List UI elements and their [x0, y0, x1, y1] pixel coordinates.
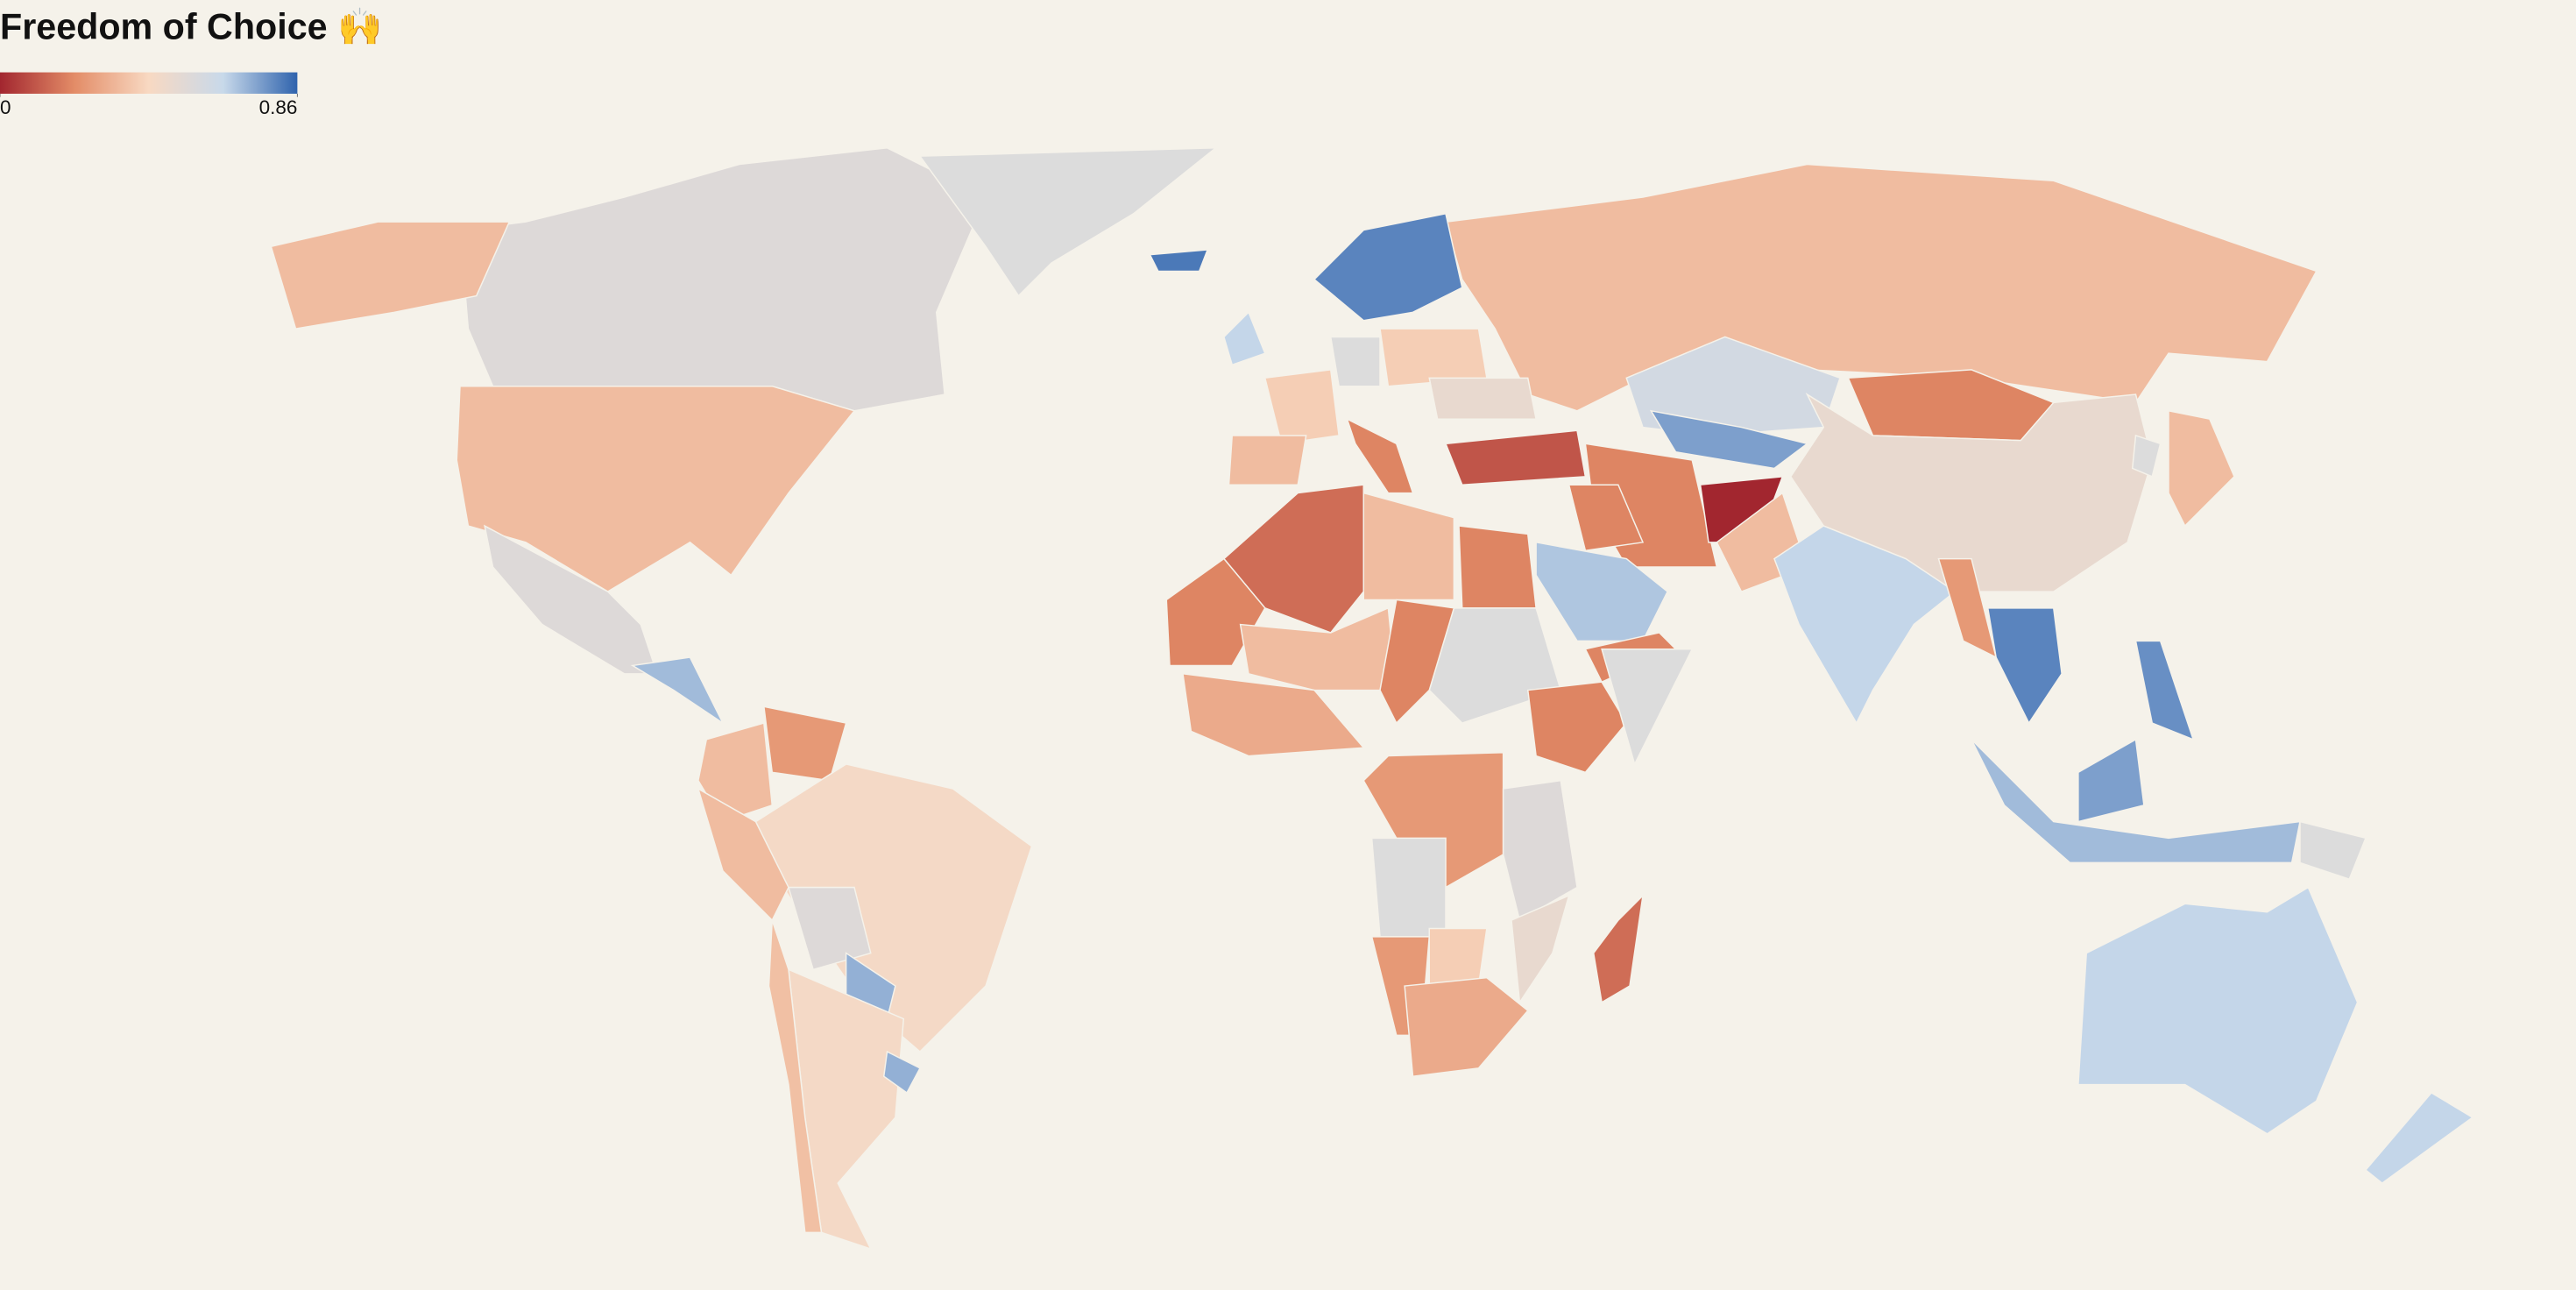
title: Freedom of Choice 🙌 — [0, 7, 382, 47]
country — [1601, 648, 1694, 766]
colorbar-tick-label: 0.86 — [259, 96, 298, 118]
country — [1228, 435, 1307, 486]
country — [1649, 409, 1809, 470]
colorbar — [0, 72, 298, 94]
country — [2364, 1091, 2474, 1185]
country — [768, 919, 823, 1234]
country — [630, 656, 725, 726]
country — [1329, 336, 1381, 387]
country — [1370, 837, 1447, 938]
country — [1404, 976, 1529, 1078]
country — [1568, 484, 1645, 552]
country — [2134, 640, 2195, 741]
country — [484, 524, 659, 675]
country — [1428, 377, 1538, 420]
country — [754, 763, 1033, 1053]
country — [1223, 310, 1266, 366]
country — [882, 1050, 922, 1095]
legend: 0 0.86 — [0, 72, 298, 118]
country — [2299, 820, 2367, 881]
country — [1313, 212, 1463, 322]
country — [1149, 249, 1209, 273]
country — [1592, 893, 1645, 1004]
country — [2077, 738, 2145, 823]
country — [1182, 672, 1365, 757]
countries — [270, 147, 2474, 1251]
country — [270, 221, 856, 592]
country — [1346, 417, 1414, 494]
country — [1789, 393, 2154, 592]
country — [697, 787, 789, 922]
country — [1773, 525, 1957, 725]
country — [918, 147, 1218, 297]
country — [2131, 434, 2162, 478]
country — [1263, 369, 1340, 445]
country — [1445, 163, 2318, 412]
country — [1511, 894, 1570, 1004]
country — [2168, 409, 2235, 528]
country — [1458, 525, 1537, 609]
country — [1379, 599, 1455, 725]
country — [1362, 492, 1455, 601]
colorbar-tick-label: 0 — [0, 96, 11, 118]
country — [787, 886, 872, 971]
country — [1444, 429, 1587, 486]
country — [2077, 886, 2359, 1135]
country — [1526, 681, 1628, 774]
country — [1971, 739, 2301, 864]
country — [697, 722, 774, 823]
country — [1986, 607, 2063, 725]
